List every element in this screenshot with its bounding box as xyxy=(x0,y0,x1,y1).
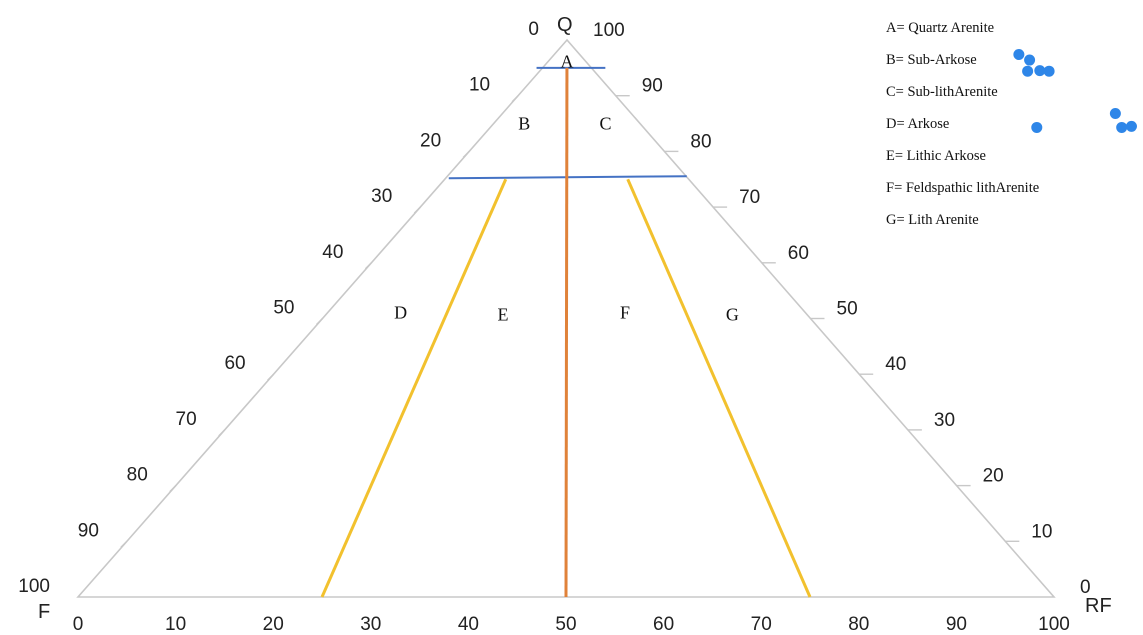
left-axis-tick-label: 10 xyxy=(469,75,490,96)
right-axis-tick-label: 70 xyxy=(739,187,760,208)
bottom-axis-tick-label: 90 xyxy=(946,614,967,635)
sample-point xyxy=(1022,65,1034,77)
region-label-c: C xyxy=(599,114,611,134)
right-axis-tick-label: 20 xyxy=(983,466,1004,487)
sample-point xyxy=(1031,121,1043,133)
left-axis-tick xyxy=(267,373,275,381)
left-axis-tick-label: 0 xyxy=(528,19,539,40)
legend-item-d: D= Arkose xyxy=(886,116,949,132)
bottom-axis-tick-label: 40 xyxy=(458,614,479,635)
sample-point xyxy=(1034,65,1046,77)
legend-item-f: F= Feldspathic lithArenite xyxy=(886,180,1039,196)
legend-item-b: B= Sub-Arkose xyxy=(886,52,977,68)
legend-item-g: G= Lith Arenite xyxy=(886,212,979,228)
right-axis-tick-label: 50 xyxy=(837,299,858,320)
left-axis-tick-label: 50 xyxy=(273,298,294,319)
right-axis-tick-label: 10 xyxy=(1031,521,1052,542)
bottom-axis-tick-label: 0 xyxy=(73,614,84,635)
feldspar-boundary-left-line xyxy=(320,178,508,598)
feldspar-boundary-right-line xyxy=(626,178,812,598)
right-axis-tick-label: 30 xyxy=(934,410,955,431)
left-axis-tick xyxy=(413,206,421,214)
right-axis-tick-label: 0 xyxy=(1080,577,1091,598)
bottom-axis-tick-label: 100 xyxy=(1038,614,1070,635)
left-axis-tick-label: 80 xyxy=(127,465,148,486)
bottom-axis-tick-label: 60 xyxy=(653,614,674,635)
sample-point xyxy=(1024,54,1036,66)
left-axis-tick xyxy=(316,318,323,325)
region-label-g: G xyxy=(726,305,739,325)
sample-points xyxy=(1013,48,1137,133)
left-axis-tick xyxy=(120,540,128,548)
bottom-axis-tick-label: 80 xyxy=(848,614,869,635)
bottom-axis-tick-label: 30 xyxy=(360,614,381,635)
sample-point xyxy=(1013,48,1025,60)
bottom-axis-tick-label: 70 xyxy=(751,614,772,635)
legend: A= Quartz Arenite B= Sub-Arkose C= Sub-lit… xyxy=(886,20,1039,228)
vertex-q-label: Q xyxy=(557,14,573,36)
right-axis-tick-label: 90 xyxy=(642,76,663,97)
sample-point xyxy=(1125,120,1137,132)
region-label-f: F xyxy=(620,303,630,323)
bottom-axis-tick-label: 20 xyxy=(263,614,284,635)
left-axis-tick-label: 70 xyxy=(176,409,197,430)
left-axis-tick xyxy=(511,95,519,103)
tick-labels: 0102030405060708090100100908070605040302… xyxy=(18,19,1090,635)
bottom-axis-tick-label: 10 xyxy=(165,614,186,635)
region-label-e: E xyxy=(498,305,509,325)
left-axis-tick-label: 30 xyxy=(371,186,392,207)
left-axis-tick-label: 20 xyxy=(420,130,441,151)
right-axis-tick-label: 80 xyxy=(690,131,711,152)
left-axis-tick xyxy=(462,150,470,158)
region-label-b: B xyxy=(518,114,530,134)
right-axis-tick-label: 60 xyxy=(788,243,809,264)
legend-item-a: A= Quartz Arenite xyxy=(886,20,994,36)
region-label-a: A xyxy=(560,51,573,71)
left-axis-tick-label: 40 xyxy=(322,242,343,263)
left-axis-tick xyxy=(364,262,372,270)
left-axis-tick-label: 60 xyxy=(224,353,245,374)
bottom-axis-tick-label: 50 xyxy=(555,614,576,635)
left-axis-tick-label: 100 xyxy=(18,576,50,597)
left-axis-tick xyxy=(169,485,177,493)
vertex-f-label: F xyxy=(38,601,50,623)
left-axis-tick-label: 90 xyxy=(78,520,99,541)
sample-point xyxy=(1116,121,1128,133)
vertex-rf-label: RF xyxy=(1085,595,1112,617)
right-axis-tick-label: 100 xyxy=(593,20,625,41)
center-boundary-line xyxy=(564,67,569,598)
tick-marks xyxy=(120,94,1020,548)
legend-item-c: C= Sub-lithArenite xyxy=(886,84,998,100)
classification-boundaries xyxy=(320,66,812,598)
sample-point xyxy=(1043,65,1055,77)
right-axis-tick-label: 40 xyxy=(885,354,906,375)
region-labels: A B C D E F G xyxy=(394,51,739,324)
region-label-d: D xyxy=(394,303,407,323)
sample-point xyxy=(1109,108,1121,120)
left-axis-tick xyxy=(218,429,226,437)
legend-item-e: E= Lithic Arkose xyxy=(886,148,986,164)
